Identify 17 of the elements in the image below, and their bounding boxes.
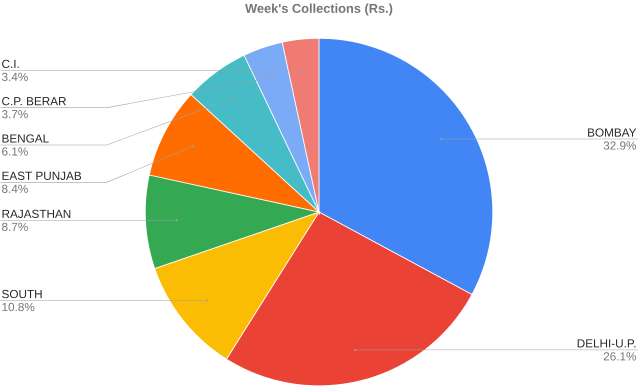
data-label: 8.7% (2, 222, 28, 231)
slice-label: DELHI-U.P. (578, 339, 636, 348)
data-label: 6.1% (2, 147, 28, 156)
data-label: 3.7% (2, 110, 28, 118)
data-label: 10.8% (2, 302, 34, 312)
data-label: 8.4% (2, 184, 28, 193)
slice-label: SOUTH (2, 290, 42, 298)
data-label: 3.4% (2, 72, 28, 81)
chart-title: Week's Collections (Rs.) (245, 3, 392, 16)
slice-label: BOMBAY (588, 128, 636, 137)
slice-label: EAST PUNJAB (2, 172, 82, 180)
slice-label: BENGAL (2, 134, 49, 143)
data-label: 26.1% (604, 352, 636, 360)
slice-label: RAJASTHAN (2, 210, 70, 218)
data-label: 32.9% (604, 141, 636, 150)
slice-label: C.I. (2, 60, 19, 68)
slice-label: C.P. BERAR (2, 96, 66, 106)
